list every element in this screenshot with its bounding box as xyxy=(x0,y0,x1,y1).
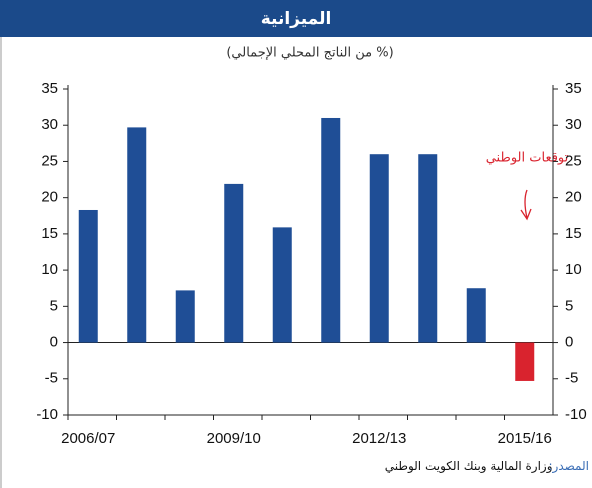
x-tick-label: 2012/13 xyxy=(352,430,406,447)
bar xyxy=(78,209,98,343)
chart-subtitle: (% من الناتج المحلي الإجمالي) xyxy=(226,46,393,61)
bar xyxy=(466,288,486,343)
source-text: وزارة المالية وبنك الكويت الوطني xyxy=(385,459,553,474)
y2-tick-label: 25 xyxy=(565,152,582,169)
y-tick-label: 10 xyxy=(41,261,58,278)
x-tick-label: 2015/16 xyxy=(498,430,552,447)
y-tick-label: 15 xyxy=(41,225,58,242)
bar xyxy=(272,227,292,343)
title-bar xyxy=(0,0,592,37)
y2-tick-label: 35 xyxy=(565,80,582,97)
source-label: المصدر: xyxy=(549,459,589,474)
x-tick-label: 2009/10 xyxy=(207,430,261,447)
bar xyxy=(175,290,195,343)
y2-tick-label: -5 xyxy=(565,370,578,387)
bar xyxy=(369,154,389,343)
bar xyxy=(321,117,341,343)
y2-tick-label: -10 xyxy=(565,406,587,423)
y-tick-label: 5 xyxy=(50,297,58,314)
y-tick-label: 20 xyxy=(41,189,58,206)
y-tick-label: -5 xyxy=(45,370,58,387)
chart-title: الميزانية xyxy=(261,9,332,29)
y-tick-label: 30 xyxy=(41,116,58,133)
y2-tick-label: 15 xyxy=(565,225,582,242)
annotation-arrow xyxy=(520,189,532,221)
y-tick-label: 35 xyxy=(41,80,58,97)
y2-tick-label: 20 xyxy=(565,189,582,206)
x-tick-label: 2006/07 xyxy=(61,430,115,447)
y2-tick-label: 30 xyxy=(565,116,582,133)
y-tick-label: 25 xyxy=(41,152,58,169)
annotation: توقعات الوطني xyxy=(486,151,569,166)
y-tick-label: -10 xyxy=(36,406,58,423)
y-tick-label: 0 xyxy=(50,334,58,351)
y2-tick-label: 10 xyxy=(565,261,582,278)
y2-tick-label: 5 xyxy=(565,297,573,314)
bar xyxy=(127,127,147,343)
y2-tick-label: 0 xyxy=(565,334,573,351)
source: المصدر:وزارة المالية وبنك الكويت الوطني xyxy=(385,459,589,474)
bar xyxy=(224,183,244,343)
bar xyxy=(418,154,438,343)
bar xyxy=(515,342,535,381)
